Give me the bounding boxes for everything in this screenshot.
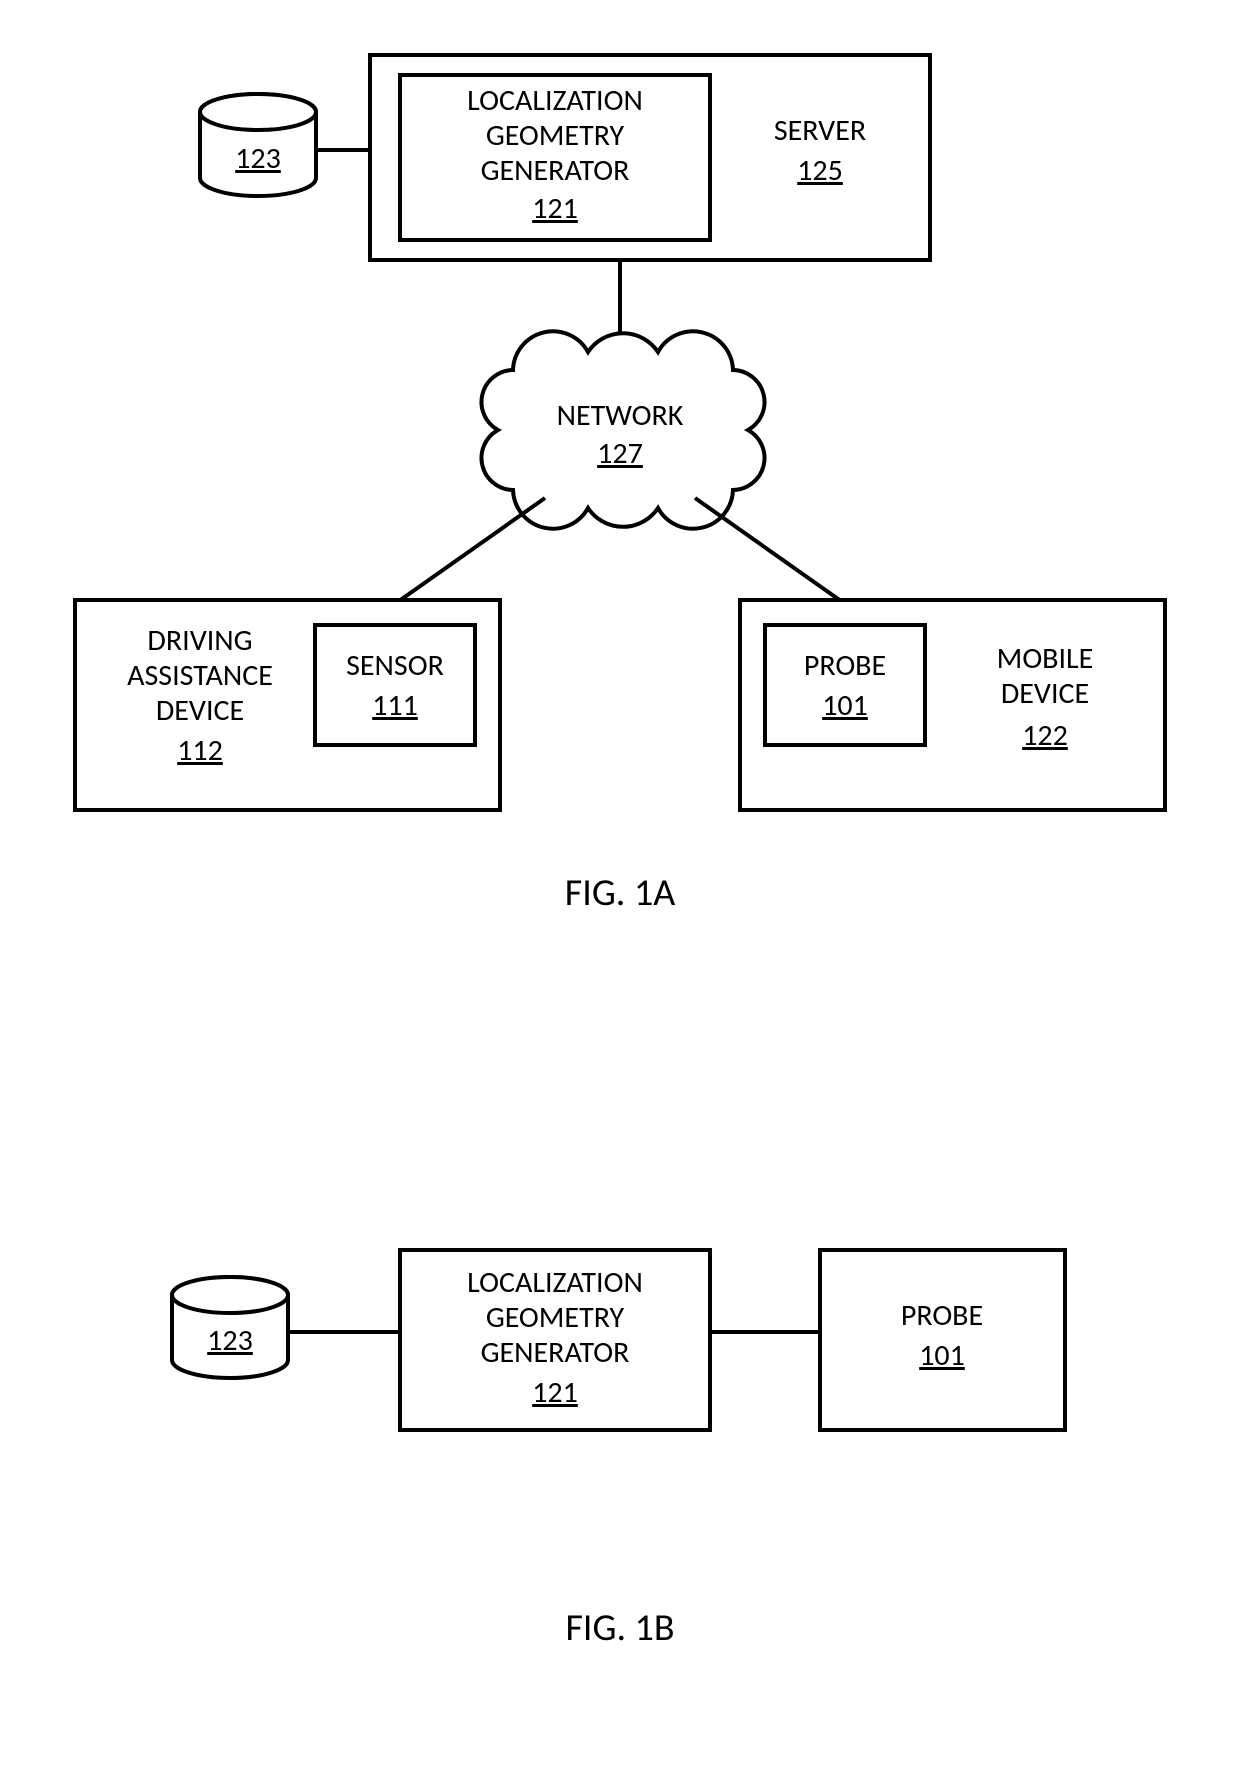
server-label: SERVER: [774, 112, 866, 149]
probe-label-b: PROBE: [901, 1297, 983, 1334]
probe-box-a: [765, 625, 925, 745]
generator-line2-a: GEOMETRY: [486, 117, 625, 154]
server-ref: 125: [797, 152, 843, 189]
network-label: NETWORK: [557, 397, 684, 434]
generator-line1-b: LOCALIZATION: [467, 1264, 643, 1301]
probe-ref-b: 101: [919, 1337, 965, 1374]
mobile-line2: DEVICE: [1001, 675, 1089, 712]
generator-line1-a: LOCALIZATION: [467, 82, 643, 119]
diagram-canvas: SERVER 125 LOCALIZATION GEOMETRY GENERAT…: [0, 0, 1240, 1772]
generator-line3-a: GENERATOR: [481, 152, 630, 189]
sensor-box: [315, 625, 475, 745]
driving-ref: 112: [177, 732, 223, 769]
figure-caption-b: FIG. 1B: [565, 1605, 674, 1651]
generator-line2-b: GEOMETRY: [486, 1299, 625, 1336]
database-ref-a: 123: [235, 140, 281, 177]
probe-label-a: PROBE: [804, 647, 886, 684]
mobile-ref: 122: [1022, 717, 1068, 754]
network-ref: 127: [597, 435, 643, 472]
generator-ref-a: 121: [532, 190, 578, 227]
generator-line3-b: GENERATOR: [481, 1334, 630, 1371]
figure-caption-a: FIG. 1A: [565, 870, 675, 916]
sensor-ref: 111: [372, 687, 418, 724]
driving-line1: DRIVING: [147, 622, 252, 659]
database-ref-b: 123: [207, 1322, 253, 1359]
mobile-line1: MOBILE: [997, 640, 1094, 677]
sensor-label: SENSOR: [346, 647, 444, 684]
probe-ref-a: 101: [822, 687, 868, 724]
generator-ref-b: 121: [532, 1374, 578, 1411]
driving-line3: DEVICE: [156, 692, 244, 729]
driving-line2: ASSISTANCE: [127, 657, 273, 694]
